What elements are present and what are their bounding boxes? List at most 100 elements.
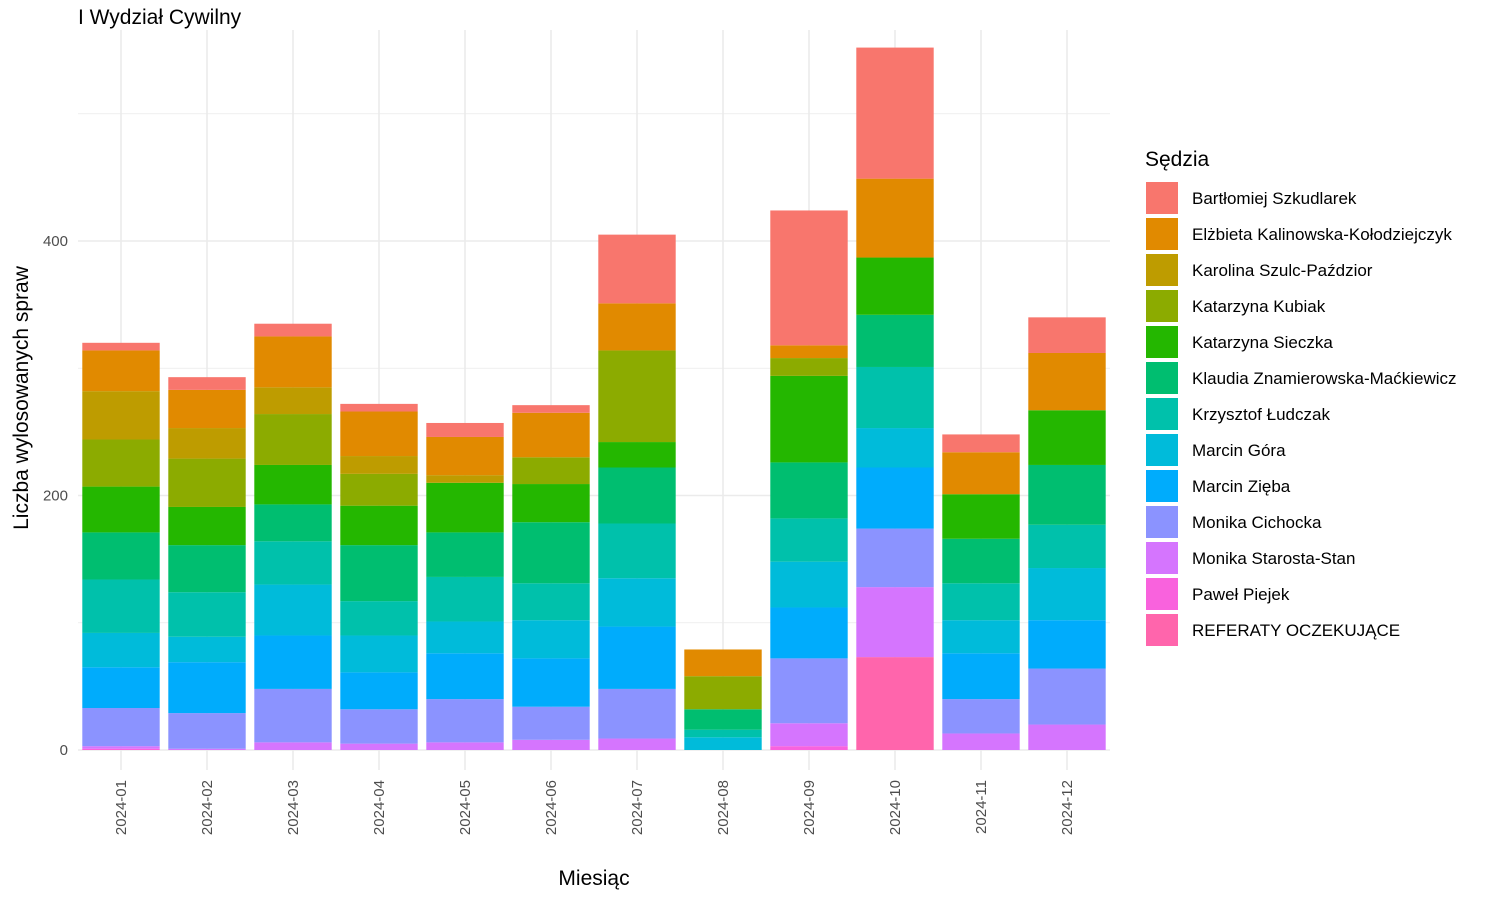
bar-segment [82, 632, 160, 668]
bar-segment [82, 391, 160, 440]
bar-segment [168, 545, 246, 593]
bar-segment [1028, 620, 1106, 669]
legend-key [1146, 326, 1178, 358]
bar-segment [598, 578, 676, 627]
bar-segment [598, 303, 676, 351]
bar-segment [1028, 668, 1106, 725]
legend-label: Marcin Góra [1192, 441, 1286, 460]
bar-segment [340, 411, 418, 457]
bar-segment [254, 688, 332, 743]
legend-key [1146, 470, 1178, 502]
bar-segment [168, 713, 246, 749]
bar-segment [598, 688, 676, 739]
bar-segment [942, 699, 1020, 734]
bar-segment [770, 462, 848, 519]
bar-segment [942, 620, 1020, 654]
bar-segment [856, 178, 934, 258]
legend-label: Marcin Zięba [1192, 477, 1291, 496]
bar-segment [254, 336, 332, 388]
bar-segment [82, 342, 160, 351]
bar-segment [254, 323, 332, 337]
bar-segment [168, 428, 246, 459]
bar-segment [856, 587, 934, 658]
bar-segment [856, 314, 934, 367]
x-tick-label: 2024-03 [285, 780, 302, 835]
bar-segment [856, 657, 934, 750]
legend-key [1146, 254, 1178, 286]
bar-segment [512, 620, 590, 659]
x-tick-label: 2024-07 [629, 780, 646, 835]
bar-segment [770, 746, 848, 750]
y-axis-ticks: 0 200 400 [43, 233, 68, 759]
legend-key [1146, 182, 1178, 214]
bar-segment [168, 389, 246, 429]
bar-segment [856, 257, 934, 315]
bar-segment [426, 475, 504, 483]
x-tick-label: 2024-01 [113, 780, 130, 835]
legend-key [1146, 434, 1178, 466]
bar-segment [82, 708, 160, 747]
legend-label: Katarzyna Sieczka [1192, 333, 1333, 352]
x-axis-title: Miesiąc [558, 867, 629, 890]
y-tick-label: 0 [60, 742, 68, 759]
bar-segment [340, 403, 418, 412]
bar-segment [856, 428, 934, 468]
bar-segment [512, 522, 590, 584]
bar-segment [426, 436, 504, 476]
bar-segment [340, 743, 418, 750]
bar-segment [684, 649, 762, 677]
bars-layer [82, 47, 1106, 750]
bar-segment [254, 387, 332, 415]
legend-label: Monika Cichocka [1192, 513, 1322, 532]
bar-segment [942, 494, 1020, 539]
bar-segment [426, 742, 504, 750]
legend-label: Elżbieta Kalinowska-Kołodziejczyk [1192, 225, 1452, 244]
bar-segment [254, 742, 332, 750]
bar-segment [426, 576, 504, 622]
bar-segment [1028, 317, 1106, 353]
bar-segment [254, 541, 332, 585]
legend-label: Bartłomiej Szkudlarek [1192, 189, 1357, 208]
x-tick-label: 2024-06 [543, 780, 560, 835]
bar-segment [426, 653, 504, 700]
x-tick-label: 2024-10 [887, 780, 904, 835]
x-tick-label: 2024-04 [371, 780, 388, 835]
bar-segment [512, 405, 590, 413]
bar-segment [254, 464, 332, 505]
bar-segment [942, 538, 1020, 584]
bar-segment [1028, 464, 1106, 525]
bar-segment [942, 733, 1020, 750]
bar-segment [770, 210, 848, 346]
bar-segment [340, 709, 418, 744]
bar-segment [770, 375, 848, 463]
bar-segment [598, 523, 676, 579]
x-tick-label: 2024-11 [973, 780, 990, 834]
bar-segment [168, 636, 246, 663]
bar-segment [426, 482, 504, 533]
legend-label: Monika Starosta-Stan [1192, 549, 1355, 568]
bar-segment [598, 442, 676, 468]
chart-title: I Wydział Cywilny [78, 6, 242, 29]
bar-segment [340, 672, 418, 710]
bar-segment [512, 658, 590, 707]
bar-segment [770, 358, 848, 376]
bar-segment [1028, 568, 1106, 621]
legend-key [1146, 614, 1178, 646]
bar-segment [82, 486, 160, 533]
legend-key [1146, 542, 1178, 574]
bar-segment [340, 545, 418, 602]
bar-segment [684, 729, 762, 738]
legend-key [1146, 218, 1178, 250]
legend-label: Karolina Szulc-Paździor [1192, 261, 1373, 280]
bar-segment [1028, 410, 1106, 465]
x-tick-label: 2024-12 [1059, 780, 1076, 835]
bar-segment [340, 473, 418, 506]
bar-segment [856, 366, 934, 429]
legend-title: Sędzia [1145, 148, 1210, 171]
bar-segment [82, 746, 160, 749]
x-tick-label: 2024-08 [715, 780, 732, 835]
bar-segment [82, 579, 160, 633]
bar-segment [598, 234, 676, 304]
bar-segment [426, 532, 504, 577]
bar-segment [942, 434, 1020, 453]
